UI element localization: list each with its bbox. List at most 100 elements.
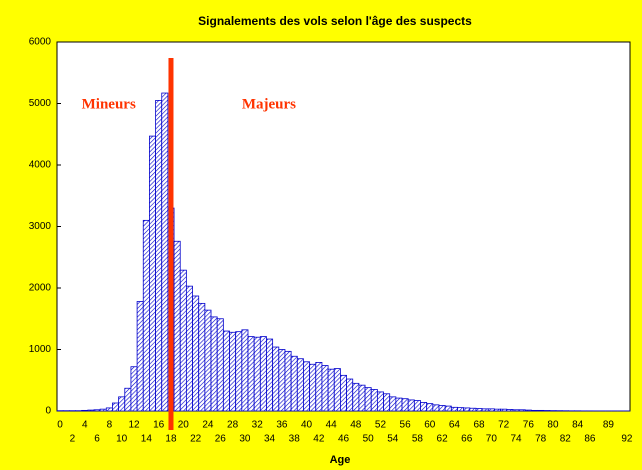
x-tick-label: 16 (153, 420, 165, 431)
y-tick-label: 0 (45, 406, 51, 417)
y-tick-label: 2000 (29, 283, 52, 294)
x-tick-label: 28 (227, 420, 239, 431)
bar (93, 409, 101, 412)
bar (426, 403, 434, 412)
bar (487, 408, 495, 412)
annotation: Majeurs (242, 96, 296, 112)
bar (99, 408, 107, 412)
bar (118, 396, 126, 412)
x-tick-label: 26 (215, 434, 227, 445)
bar (432, 404, 440, 412)
bar (198, 302, 206, 412)
bar (469, 407, 477, 412)
bar (253, 336, 261, 412)
bar (81, 409, 89, 412)
bar (136, 301, 144, 412)
bar (370, 389, 378, 412)
bar (179, 269, 187, 412)
bar (161, 92, 169, 412)
bar (173, 240, 181, 412)
bar (185, 285, 193, 412)
bar (506, 409, 514, 412)
bar (241, 329, 249, 412)
chart-title: Signalements des vols selon l'âge des su… (198, 14, 472, 28)
x-tick-label: 30 (239, 434, 251, 445)
x-tick-label: 84 (572, 420, 584, 431)
bar (327, 368, 335, 412)
bar (333, 368, 341, 412)
x-tick-label: 82 (560, 434, 572, 445)
x-tick-label: 70 (486, 434, 498, 445)
bar (229, 331, 237, 412)
x-tick-label: 8 (107, 420, 113, 431)
x-tick-label: 34 (264, 434, 276, 445)
bar (309, 363, 317, 412)
bar (500, 408, 508, 412)
bar (376, 391, 384, 412)
x-tick-label: 2 (70, 434, 76, 445)
bar (87, 409, 95, 412)
bar (407, 399, 415, 412)
bar (296, 358, 304, 412)
y-tick-label: 4000 (29, 160, 52, 171)
bar (204, 309, 212, 412)
bar (494, 408, 502, 412)
x-tick-label: 72 (498, 420, 510, 431)
y-tick-label: 6000 (29, 37, 52, 48)
bar (438, 405, 446, 412)
bar (303, 361, 311, 412)
annotation: Mineurs (82, 96, 136, 112)
bar (512, 409, 520, 412)
x-tick-label: 46 (338, 434, 350, 445)
x-tick-label: 50 (363, 434, 375, 445)
bar (524, 409, 532, 412)
x-tick-label: 66 (461, 434, 473, 445)
bar (192, 295, 200, 412)
bar (259, 336, 267, 412)
bar (105, 407, 113, 412)
x-tick-label: 40 (301, 420, 313, 431)
y-tick-label: 1000 (29, 344, 52, 355)
bar (531, 409, 538, 412)
x-tick-label: 20 (178, 420, 190, 431)
x-tick-label: 10 (116, 434, 128, 445)
bar (537, 409, 545, 412)
bar (420, 401, 428, 412)
bar (401, 398, 409, 412)
x-tick-label: 22 (190, 434, 202, 445)
x-tick-label: 78 (535, 434, 547, 445)
bar (475, 408, 483, 412)
bar (235, 331, 243, 412)
x-tick-label: 44 (326, 420, 338, 431)
bar (155, 100, 163, 412)
x-tick-label: 76 (523, 420, 535, 431)
x-tick-label: 18 (165, 434, 177, 445)
x-tick-label: 24 (202, 420, 214, 431)
x-tick-label: 36 (276, 420, 288, 431)
x-tick-label: 12 (128, 420, 140, 431)
bar (518, 409, 526, 412)
bar (444, 405, 452, 412)
x-tick-label: 4 (82, 420, 88, 431)
x-tick-label: 86 (584, 434, 596, 445)
x-tick-label: 48 (350, 420, 362, 431)
bar (278, 349, 286, 412)
x-tick-label: 0 (57, 420, 63, 431)
x-tick-label: 58 (412, 434, 424, 445)
bar (450, 406, 458, 412)
x-tick-label: 64 (449, 420, 461, 431)
bar (266, 338, 274, 412)
bar (352, 382, 360, 412)
bar (222, 330, 230, 412)
bar (142, 219, 150, 412)
bar (216, 318, 224, 412)
bar (149, 135, 156, 412)
bar (413, 400, 421, 412)
y-tick-label: 3000 (29, 221, 52, 232)
x-tick-label: 42 (313, 434, 325, 445)
bar (389, 396, 397, 412)
bar (346, 378, 354, 412)
bar (340, 374, 347, 412)
bar (112, 402, 120, 412)
bar (290, 355, 298, 412)
